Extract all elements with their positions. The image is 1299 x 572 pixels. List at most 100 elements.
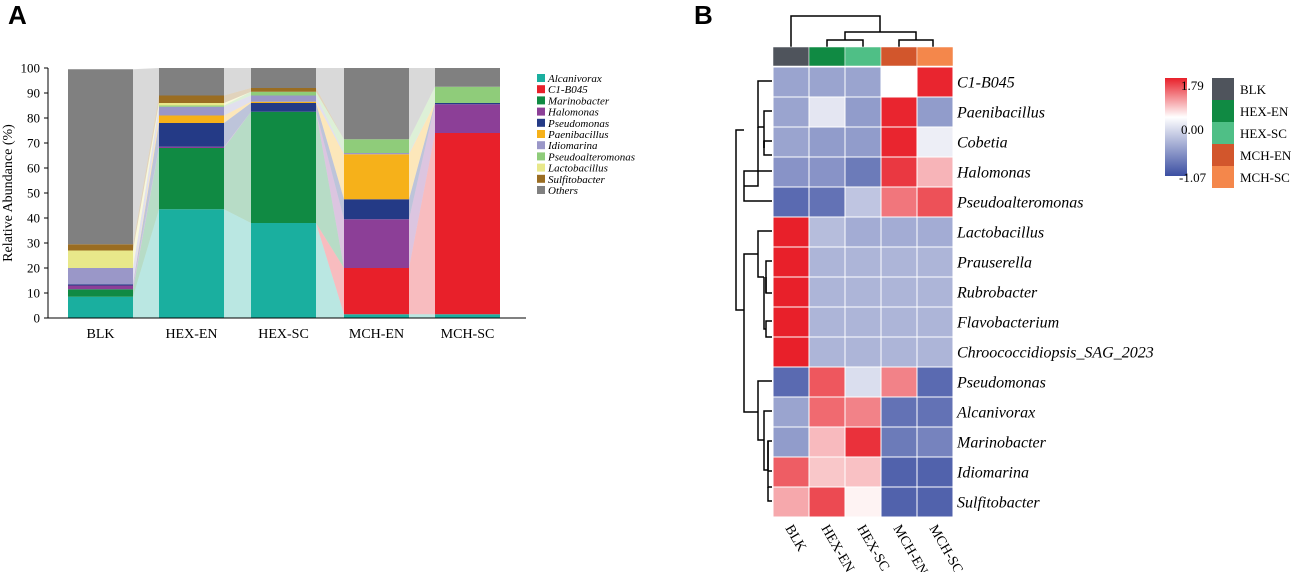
bar-segment xyxy=(344,139,409,153)
heatmap-cell xyxy=(880,486,918,518)
heatmap-cell xyxy=(772,336,810,368)
category-label: MCH-EN xyxy=(349,327,404,342)
y-tick-label: 50 xyxy=(27,186,40,201)
flow-band xyxy=(133,103,159,268)
flow-band xyxy=(133,68,159,245)
flow-band xyxy=(224,68,251,96)
heatmap-cell xyxy=(772,126,810,158)
heatmap-cell xyxy=(808,186,846,218)
y-tick-label: 90 xyxy=(27,86,40,101)
heatmap-cell xyxy=(808,156,846,188)
heatmap-cell xyxy=(844,306,882,338)
heatmap-cell xyxy=(844,396,882,428)
flow-band xyxy=(133,209,159,318)
column-label: MCH-EN xyxy=(890,523,931,572)
heatmap-cell xyxy=(844,66,882,98)
heatmap-cell xyxy=(880,126,918,158)
bar-segment xyxy=(68,244,133,251)
bar-segment xyxy=(251,223,316,318)
heatmap-cell xyxy=(808,306,846,338)
bar-segment xyxy=(344,268,409,315)
bar-segment xyxy=(159,95,224,103)
group-legend-label: MCH-EN xyxy=(1240,148,1292,163)
flow-band xyxy=(409,104,435,268)
group-legend-swatch xyxy=(1212,78,1234,100)
legend-label: Idiomarina xyxy=(547,140,598,152)
bar-segment xyxy=(68,268,133,285)
heatmap-cell xyxy=(844,456,882,488)
heatmap-cell xyxy=(808,486,846,518)
group-legend-label: BLK xyxy=(1240,82,1267,97)
heatmap-cell xyxy=(916,426,954,458)
y-axis-label: Relative Abundance (%) xyxy=(1,124,16,262)
flow-band xyxy=(316,95,344,155)
heatmap-cell xyxy=(880,246,918,278)
heatmap-cell xyxy=(844,96,882,128)
column-label: HEX-SC xyxy=(854,523,892,572)
heatmap-cell xyxy=(808,66,846,98)
panel-label-a: A xyxy=(8,0,27,30)
bar-segment xyxy=(159,115,224,123)
heatmap-cell xyxy=(808,456,846,488)
flow-band xyxy=(409,86,435,153)
bar-segment xyxy=(159,103,224,106)
bar-segment xyxy=(68,250,133,268)
heatmap-cell xyxy=(844,426,882,458)
row-label: Cobetia xyxy=(957,135,1008,152)
group-legend-swatch xyxy=(1212,122,1234,144)
y-tick-label: 40 xyxy=(27,211,40,226)
flow-band xyxy=(409,133,435,315)
row-label: Pseudomonas xyxy=(956,375,1046,392)
heatmap-cell xyxy=(844,276,882,308)
heatmap-cell xyxy=(808,336,846,368)
y-tick-label: 70 xyxy=(27,136,40,151)
y-tick-label: 100 xyxy=(21,61,41,76)
legend-swatch xyxy=(537,74,545,82)
heatmap-cell xyxy=(772,216,810,248)
heatmap-cell xyxy=(844,216,882,248)
heatmap-cell xyxy=(772,426,810,458)
group-legend-label: HEX-SC xyxy=(1240,126,1287,141)
flow-band xyxy=(409,314,435,318)
heatmap-cell xyxy=(916,186,954,218)
legend-swatch xyxy=(537,130,545,138)
flow-band xyxy=(224,101,251,123)
heatmap-cell xyxy=(772,96,810,128)
flow-band xyxy=(133,95,159,251)
column-group-bar xyxy=(880,46,918,67)
bar-segment xyxy=(344,219,409,268)
bar-segment xyxy=(344,314,409,318)
flow-band xyxy=(133,106,159,285)
bar-segment xyxy=(344,153,409,155)
heatmap-cell xyxy=(880,96,918,128)
column-group-bar xyxy=(916,46,954,67)
row-label: Prauserella xyxy=(956,255,1032,272)
heatmap-cell xyxy=(916,456,954,488)
flow-band xyxy=(409,103,435,200)
flow-band xyxy=(316,223,344,315)
bar-segment xyxy=(435,68,500,87)
bar-segment xyxy=(68,284,133,286)
legend-swatch xyxy=(537,186,545,194)
flow-band xyxy=(224,91,251,106)
flow-band xyxy=(133,146,159,290)
bar-segment xyxy=(435,133,500,315)
heatmap-cell xyxy=(844,246,882,278)
flow-band xyxy=(224,88,251,103)
scale-mid-label: 0.00 xyxy=(1181,122,1204,137)
legend-label: Sulfitobacter xyxy=(548,174,606,186)
heatmap-cell xyxy=(880,366,918,398)
flow-band xyxy=(316,103,344,220)
group-legend-label: HEX-EN xyxy=(1240,104,1289,119)
bar-segment xyxy=(68,296,133,318)
heatmap-cell xyxy=(880,216,918,248)
category-label: HEX-EN xyxy=(165,327,217,342)
heatmap-cell xyxy=(772,66,810,98)
legend-swatch xyxy=(537,141,545,150)
column-dendrogram xyxy=(790,15,934,47)
flow-band xyxy=(133,148,159,297)
heatmap-cell xyxy=(880,336,918,368)
row-label: Lactobacillus xyxy=(956,225,1044,242)
bar-segment xyxy=(251,68,316,88)
heatmap-cell xyxy=(808,396,846,428)
